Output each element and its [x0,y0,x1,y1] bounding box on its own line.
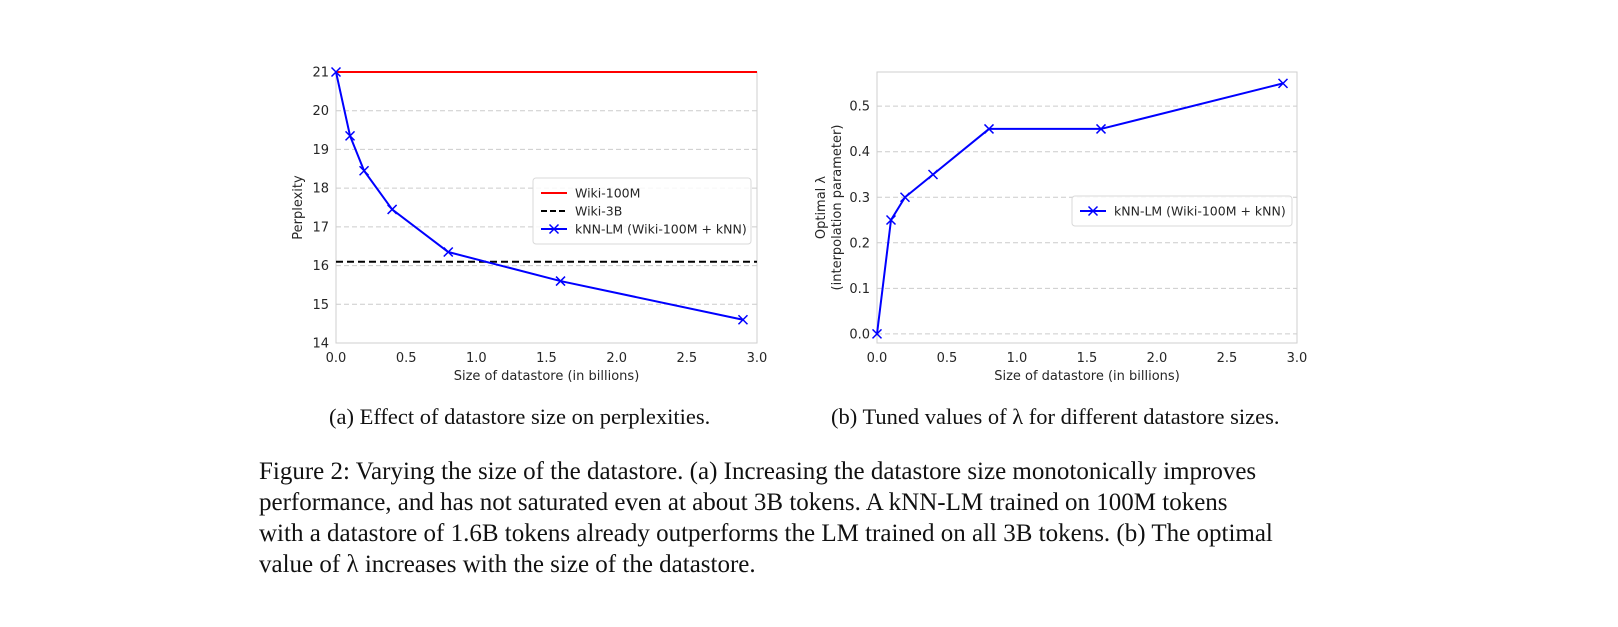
y-tick-label: 15 [312,298,329,313]
data-point-marker [983,123,995,134]
y-tick-label: 21 [312,66,329,81]
figure-caption-line: with a datastore of 1.6B tokens already … [259,520,1273,547]
y-tick-label: 0.0 [849,327,870,342]
marker-stroke [983,123,995,134]
subcaption-a: (a) Effect of datastore size on perplexi… [329,404,711,429]
marker-stroke [899,192,911,203]
figure-caption: Figure 2: Varying the size of the datast… [259,456,1365,580]
data-point-marker [927,169,939,180]
x-tick-label: 1.5 [536,351,557,366]
x-tick-label: 0.0 [326,351,347,366]
data-point-marker [1277,78,1289,89]
x-axis-label: Size of datastore (in billions) [454,369,640,384]
legend-marker [548,223,560,235]
x-tick-label: 3.0 [1287,351,1308,366]
x-tick-label: 2.0 [606,351,627,366]
legend-box [532,177,752,245]
marker-stroke [737,314,748,325]
data-point-marker [885,214,897,226]
x-tick-label: 1.0 [1007,351,1028,366]
x-tick-label: 1.0 [466,351,487,366]
x-axis-label: Size of datastore (in billions) [994,369,1180,384]
y-tick-label: 0.1 [849,282,870,297]
legend-label: kNN-LM (Wiki-100M + kNN) [1114,204,1286,219]
x-tick-label: 2.5 [1217,351,1238,366]
data-point-marker [555,276,566,287]
marker-stroke [927,169,939,180]
data-point-marker [330,66,342,78]
y-tick-label: 20 [312,104,329,119]
figure-caption-line: Figure 2: Varying the size of the datast… [259,458,1257,485]
data-point-marker [871,328,883,339]
marker-stroke [555,276,566,287]
y-tick-label: 0.4 [849,145,870,160]
x-tick-label: 1.5 [1077,351,1098,366]
y-tick-label: 0.3 [849,191,870,206]
legend: Wiki-100M Wiki-3B kNN-LM (Wiki-100M + kNN) [532,177,752,245]
figure-caption-line: performance, and has not saturated even … [259,489,1228,516]
marker-stroke [330,66,342,78]
x-tick-label: 0.5 [396,351,417,366]
data-point-marker [1095,123,1107,134]
plot-frame [876,71,1298,344]
marker-stroke [885,214,897,226]
y-tick-label: 17 [312,220,329,235]
y-tick-label: 19 [312,143,329,158]
marker-stroke [1277,78,1289,89]
data-point-marker [899,192,911,203]
marker-stroke [359,165,370,176]
data-point-marker [345,130,356,141]
y-tick-label: 14 [312,337,329,352]
y-tick-label: 16 [312,259,329,274]
y-tick-label: 0.2 [849,236,870,251]
legend-label: Wiki-100M [575,186,640,201]
x-tick-label: 0.5 [937,351,958,366]
data-point-marker [387,204,398,215]
data-point-marker [443,246,454,258]
legend: kNN-LM (Wiki-100M + kNN) [1071,195,1293,227]
x-tick-label: 0.0 [867,351,888,366]
legend-box [1071,195,1293,227]
marker-stroke [345,130,356,141]
legend-marker [1087,205,1099,217]
marker-stroke [443,246,454,258]
y-tick-label: 18 [312,182,329,197]
marker-stroke [1095,123,1107,134]
legend-label: Wiki-3B [575,204,622,219]
subcaption-b: (b) Tuned values of λ for different data… [831,404,1280,429]
y-axis-label: (interpolation parameter) [830,125,845,291]
marker-stroke [871,328,883,339]
x-tick-label: 2.5 [676,351,697,366]
marker-stroke [387,204,398,215]
legend-label: kNN-LM (Wiki-100M + kNN) [575,222,747,237]
data-point-marker [359,165,370,176]
y-tick-label: 0.5 [849,100,870,115]
x-tick-label: 2.0 [1147,351,1168,366]
y-axis-label: Optimal λ [814,176,829,240]
data-point-marker [737,314,748,325]
y-axis-label: Perplexity [291,175,306,240]
x-tick-label: 3.0 [747,351,768,366]
figure-caption-line: value of λ increases with the size of th… [259,551,756,578]
